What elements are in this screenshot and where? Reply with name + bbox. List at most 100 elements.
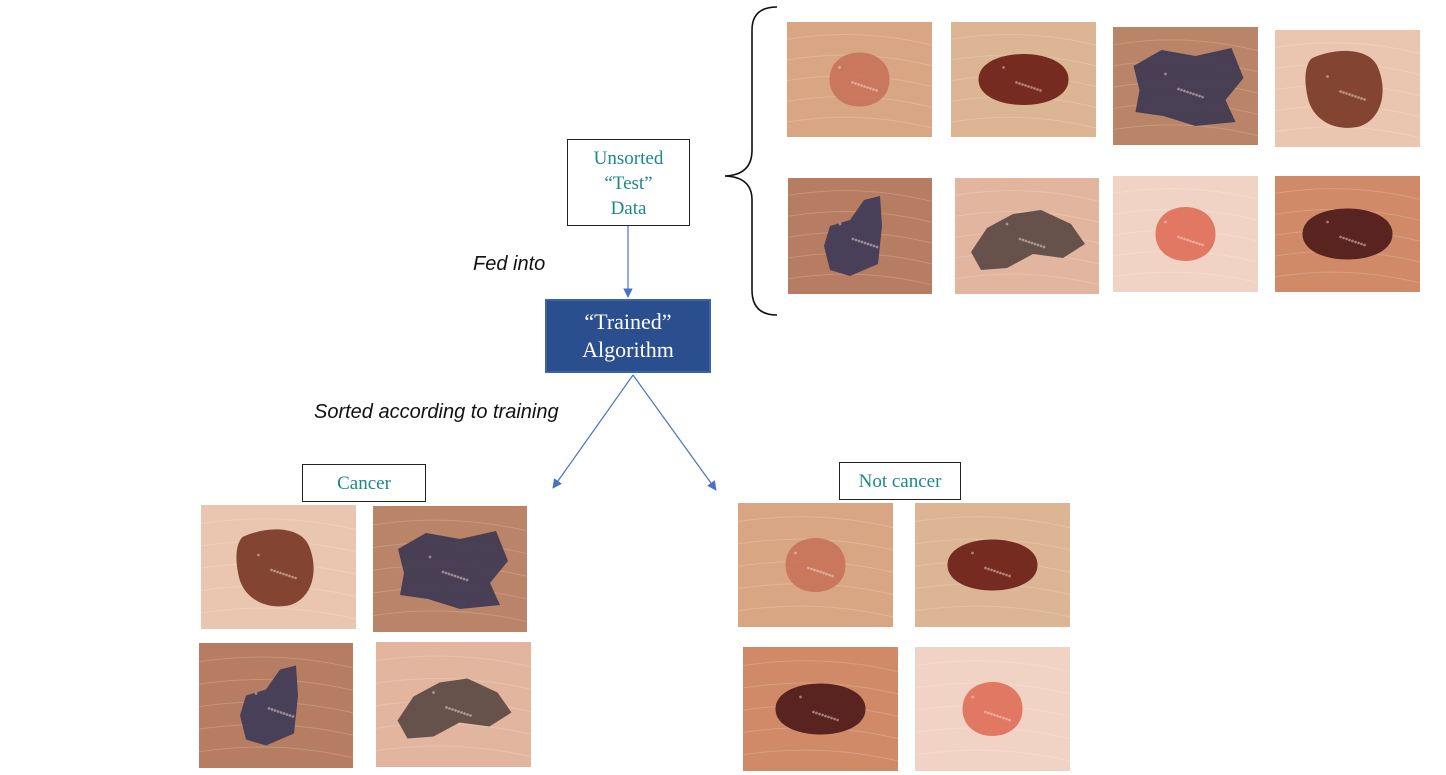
lesion-speckle: [456, 575, 460, 579]
skin-texture-line: [199, 656, 353, 669]
cancer-image: [201, 505, 356, 629]
skin-texture-line: [788, 190, 932, 202]
lesion-speckle: [285, 573, 288, 577]
lesion-speckle: [830, 716, 833, 720]
skin-texture-line: [1275, 271, 1420, 284]
lesion-irregular-gray-image: [955, 178, 1099, 294]
lesion-speckle: [1024, 239, 1028, 243]
lesion-speckle: [254, 692, 258, 695]
lesion-speckle: [807, 566, 810, 570]
lesion-irregular-brown-image: [1275, 30, 1420, 147]
lesion-speckle: [450, 573, 454, 577]
lesion-speckle: [462, 577, 466, 581]
not-cancer-image: [915, 503, 1070, 627]
lesion-speckle: [459, 576, 463, 580]
lesion-speckle: [445, 706, 448, 709]
lesion-speckle: [444, 571, 448, 575]
cancer-image: [373, 506, 527, 632]
skin-texture-line: [1113, 188, 1258, 200]
lesion-speckle: [469, 714, 472, 717]
lesion-speckle: [1345, 237, 1348, 241]
lesion-speckle: [1363, 98, 1366, 101]
lesion-speckle: [819, 570, 822, 574]
lesion-speckle: [288, 574, 291, 578]
lesion-speckle: [1351, 94, 1354, 97]
lesion-shape: [398, 531, 508, 609]
lesion-speckle: [971, 551, 974, 555]
lesion-speckle: [465, 578, 469, 582]
test-image: [1113, 176, 1258, 292]
lesion-speckle: [813, 568, 816, 572]
lesion-speckle: [1039, 89, 1042, 92]
lesion-speckle: [1339, 235, 1342, 239]
skin-texture-line: [1113, 271, 1258, 284]
lesion-speckle: [1198, 94, 1201, 98]
lesion-speckle: [451, 708, 454, 711]
lesion-speckle: [999, 571, 1002, 575]
lesion-speckle: [1357, 241, 1360, 245]
lesion-speckle: [291, 575, 294, 579]
lesion-irregular-dark-image: [373, 506, 527, 632]
lesion-speckle: [285, 713, 289, 716]
lesion-speckle: [971, 695, 974, 699]
lesion-speckle: [1360, 97, 1363, 100]
lesion-speckle: [854, 238, 858, 242]
lesion-speckle: [838, 66, 841, 69]
skin-texture-line: [915, 749, 1070, 762]
skin-texture-line: [1113, 124, 1258, 137]
skin-texture-line: [376, 745, 531, 758]
arrow-algorithm-to-cancer: [552, 374, 634, 489]
lesion-speckle: [1018, 237, 1022, 241]
skin-texture-line: [743, 749, 898, 762]
test-image: [1275, 176, 1420, 292]
lesion-shape: [775, 683, 866, 735]
lesion-speckle: [821, 713, 824, 717]
lesion-shape: [785, 538, 846, 592]
lesion-speckle: [993, 713, 996, 717]
lesion-irregular-brown-image: [201, 505, 356, 629]
lesion-speckle: [447, 572, 451, 576]
lesion-speckle: [866, 242, 870, 246]
lesion-speckle: [851, 81, 854, 84]
lesion-shape: [1305, 50, 1383, 128]
lesion-speckle: [1201, 243, 1204, 247]
lesion-speckle: [987, 567, 990, 571]
skin-texture-line: [1275, 42, 1420, 55]
skin-texture-line: [743, 660, 898, 673]
lesion-speckle: [1180, 88, 1183, 92]
test-image: [788, 178, 932, 294]
lesion-speckle: [872, 244, 876, 248]
lesion-speckle: [828, 573, 831, 577]
lesion-speckle: [1354, 95, 1357, 98]
lesion-light-red-image: [1113, 176, 1258, 292]
lesion-speckle: [1192, 240, 1195, 244]
lesion-speckle: [1183, 237, 1186, 241]
lesion-speckle: [996, 570, 999, 574]
lesion-speckle: [860, 240, 864, 244]
lesion-speckle: [866, 86, 869, 89]
lesion-speckle: [816, 569, 819, 573]
lesion-speckle: [863, 241, 867, 245]
lesion-speckle: [1008, 574, 1011, 578]
lesion-shape: [947, 539, 1038, 591]
test-image: [787, 22, 932, 137]
unsorted-line-2: “Test”: [604, 173, 653, 194]
lesion-speckle: [466, 713, 469, 716]
lesion-speckle: [282, 572, 285, 576]
lesion-speckle: [990, 568, 993, 572]
lesion-speckle: [273, 709, 277, 712]
algorithm-line-1: “Trained”: [584, 309, 672, 334]
lesion-irregular-purple-image: [788, 178, 932, 294]
lesion-speckle: [996, 714, 999, 718]
lesion-irregular-gray-image: [376, 642, 531, 767]
skin-texture-line: [955, 190, 1099, 202]
lesion-speckle: [799, 695, 802, 699]
skin-texture-line: [915, 516, 1070, 529]
lesion-irregular-dark-image: [1113, 27, 1258, 145]
lesion-speckle: [428, 555, 432, 559]
lesion-speckle: [1342, 91, 1345, 94]
skin-texture-line: [376, 677, 531, 690]
lesion-speckle: [1326, 220, 1329, 224]
lesion-irregular-purple-image: [199, 643, 353, 768]
lesion-speckle: [815, 711, 818, 715]
